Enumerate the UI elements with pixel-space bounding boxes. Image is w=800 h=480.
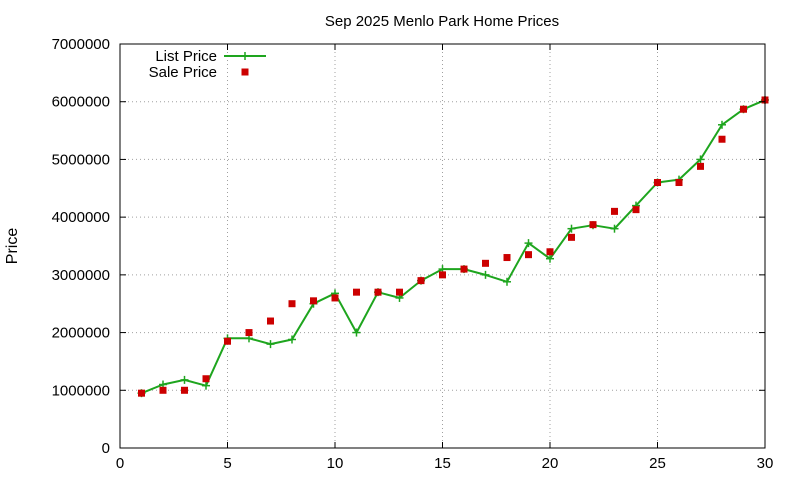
sale-price-point: [439, 271, 446, 279]
legend-swatch-sale-price: [241, 68, 249, 76]
sale-price-point: [503, 254, 511, 262]
list-price-point: [610, 224, 619, 233]
list-price-point: [202, 381, 210, 390]
y-tick-label: 5000000: [52, 151, 110, 168]
list-price-point: [718, 120, 726, 129]
sale-price-point: [267, 317, 274, 325]
sale-price-point: [310, 297, 317, 305]
y-tick-label: 3000000: [52, 267, 110, 284]
x-tick-label: 5: [223, 455, 231, 472]
sale-price-point: [202, 375, 210, 383]
sale-price-point: [546, 248, 554, 256]
sale-price-point: [675, 179, 683, 187]
sale-price-point: [611, 207, 618, 215]
sale-price-point: [396, 288, 403, 296]
list-price-point: [524, 239, 533, 248]
x-tick-label: 15: [434, 455, 451, 472]
list-price-point: [481, 270, 490, 279]
sale-price-point: [159, 386, 167, 394]
list-price-point: [288, 335, 296, 344]
legend-label: Sale Price: [149, 64, 217, 81]
x-tick-label: 20: [542, 455, 559, 472]
list-price-point: [352, 328, 361, 337]
list-price-point: [180, 375, 189, 384]
sale-price-point: [482, 259, 489, 267]
sale-price-point: [654, 179, 661, 187]
series-line-list-price: [141, 99, 766, 395]
y-axis-title: Price: [4, 228, 21, 265]
sale-price-point: [417, 277, 425, 285]
legend-marker-list-price: [241, 52, 249, 60]
sale-price-point: [331, 294, 339, 302]
list-price-point: [567, 224, 576, 233]
plot-series: [137, 95, 769, 398]
sale-price-point: [181, 386, 188, 394]
sale-price-point: [353, 288, 360, 296]
sale-price-point: [632, 206, 640, 214]
list-price-point: [696, 155, 705, 164]
sale-price-point: [138, 389, 145, 397]
sale-price-point: [245, 329, 253, 337]
x-tick-label: 25: [649, 455, 666, 472]
sale-price-point: [460, 265, 468, 273]
x-tick-label: 10: [327, 455, 344, 472]
list-price-point: [546, 254, 554, 263]
grid-lines: [120, 44, 765, 448]
sale-price-point: [740, 105, 747, 113]
axis-ticks: 0 5 10 15 20 25 30 0 1000000 2000000 3000000 400000…: [52, 36, 774, 472]
y-tick-label: 0: [102, 440, 110, 457]
x-tick-label: 0: [116, 455, 124, 472]
sale-price-point: [525, 251, 532, 259]
sale-price-point: [568, 233, 575, 241]
y-tick-label: 1000000: [52, 382, 110, 399]
sale-price-point: [718, 135, 726, 143]
list-price-point: [503, 277, 511, 286]
legend-label: List Price: [155, 48, 217, 65]
y-tick-label: 2000000: [52, 325, 110, 342]
y-tick-label: 7000000: [52, 36, 110, 53]
list-price-point: [266, 340, 275, 349]
y-tick-label: 4000000: [52, 209, 110, 226]
sale-price-point: [288, 300, 296, 308]
chart-title: Sep 2025 Menlo Park Home Prices: [325, 13, 559, 30]
sale-price-point: [224, 337, 231, 345]
y-tick-label: 6000000: [52, 94, 110, 111]
sale-price-point: [589, 221, 597, 229]
sale-price-point: [374, 288, 382, 296]
sale-price-point: [697, 162, 704, 170]
x-tick-label: 30: [757, 455, 774, 472]
